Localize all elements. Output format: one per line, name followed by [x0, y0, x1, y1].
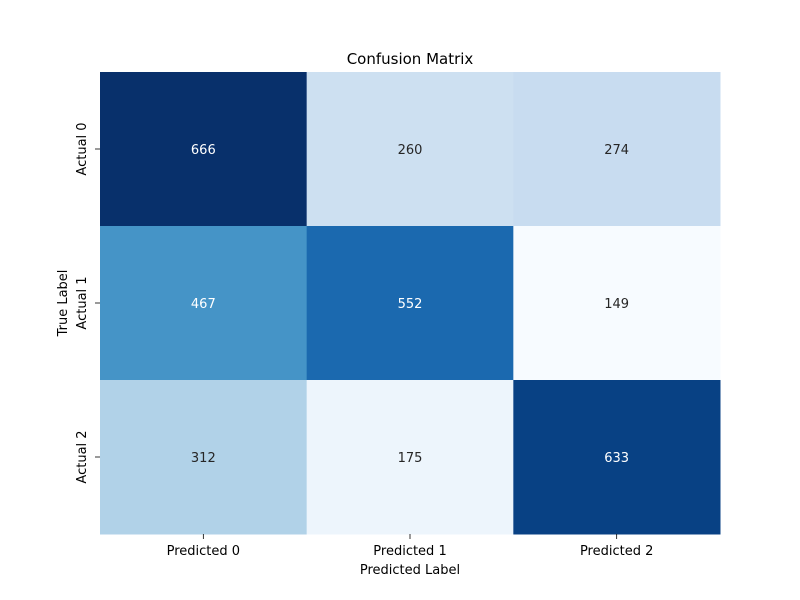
heatmap-cells: 666 260 274 467 552 149 312 175 633 — [100, 72, 721, 535]
y-axis-label: True Label — [56, 270, 71, 338]
cell-value-label-r0-c1: 260 — [398, 143, 423, 158]
heatmap-cell-r1-c2 — [513, 226, 721, 381]
y-tick-label-2: Actual 2 — [75, 430, 90, 483]
y-tick-label-0: Actual 0 — [75, 122, 90, 175]
cell-value-label-r2-c2: 633 — [604, 451, 629, 466]
y-tick-label-1: Actual 1 — [75, 276, 90, 329]
heatmap-cell-r1-c1 — [306, 226, 514, 381]
cell-value-label-r2-c1: 175 — [398, 451, 423, 466]
heatmap-cell-r2-c0 — [100, 380, 308, 535]
heatmap-cell-r1-c0 — [100, 226, 308, 381]
cell-value-label-r0-c0: 666 — [191, 143, 216, 158]
x-tick-label-2: Predicted 2 — [580, 544, 653, 559]
y-axis-ticks: Actual 0 Actual 1 Actual 2 — [75, 122, 100, 484]
x-tick-label-1: Predicted 1 — [373, 544, 446, 559]
cell-value-label-r0-c2: 274 — [604, 143, 629, 158]
cell-value-label-r1-c1: 552 — [398, 297, 423, 312]
heatmap-cell-r2-c2 — [513, 380, 721, 535]
heatmap-cell-r0-c1 — [306, 72, 514, 227]
x-axis-ticks: Predicted 0 Predicted 1 Predicted 2 — [167, 534, 653, 559]
cell-value-label-r1-c2: 149 — [604, 297, 629, 312]
chart-title: Confusion Matrix — [347, 50, 474, 68]
x-axis-label: Predicted Label — [360, 563, 460, 578]
heatmap-cell-r0-c0 — [100, 72, 308, 227]
cell-value-label-r1-c0: 467 — [191, 297, 216, 312]
heatmap-cell-r0-c2 — [513, 72, 721, 227]
cell-value-label-r2-c0: 312 — [191, 451, 216, 466]
heatmap-cell-r2-c1 — [306, 380, 514, 535]
x-tick-label-0: Predicted 0 — [167, 544, 240, 559]
